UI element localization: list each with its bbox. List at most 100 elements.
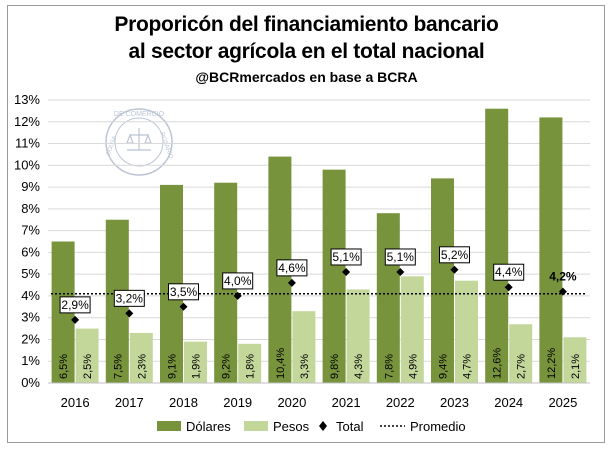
legend-label-total: Total	[336, 419, 364, 434]
y-tick-label: 0%	[21, 375, 40, 390]
y-tick-label: 7%	[21, 223, 40, 238]
x-tick-label: 2018	[169, 395, 198, 410]
x-axis: 2016 2017 2018 2019 2020 2021 2022 2023 2024 2025	[48, 382, 590, 410]
total-label-box	[330, 248, 362, 266]
bar-pesos	[346, 289, 370, 383]
y-tick-label: 10%	[14, 157, 40, 172]
x-tick-label: 2020	[277, 395, 306, 410]
y-tick-label: 5%	[21, 266, 40, 281]
bar-label-pesos: 4,7%	[462, 354, 474, 379]
x-tick-label: 2024	[494, 395, 523, 410]
total-marker	[396, 267, 405, 276]
bar-label-pesos: 1,8%	[245, 354, 257, 379]
legend-marker-total	[319, 421, 327, 431]
bar-pesos	[509, 324, 533, 383]
total-marker	[342, 267, 351, 276]
total-label: 4,4%	[495, 265, 523, 279]
x-tick-label: 2016	[61, 395, 90, 410]
bar-dolares	[431, 178, 454, 383]
bar-label-dolares: 9,8%	[329, 354, 341, 379]
bar-label-pesos: 2,3%	[136, 354, 148, 379]
y-tick-label: 11%	[15, 136, 40, 151]
chart-subtitle: @BCRmercados en base a BCRA	[195, 69, 418, 85]
x-tick-label: 2022	[386, 395, 415, 410]
legend-label-promedio: Promedio	[410, 419, 466, 434]
bar-label-dolares: 9,2%	[221, 354, 233, 379]
total-marker	[450, 265, 459, 274]
y-tick-label: 3%	[21, 310, 40, 325]
watermark-text-left: BOLSA	[106, 135, 118, 156]
bar-label-pesos: 3,3%	[299, 354, 311, 379]
y-tick-label: 8%	[21, 201, 40, 216]
y-tick-label: 2%	[21, 331, 40, 346]
bar-pesos	[184, 341, 207, 383]
bar-label-dolares: 6,5%	[58, 354, 70, 379]
total-label: 4,6%	[278, 261, 306, 275]
x-tick-label: 2019	[223, 395, 252, 410]
total-marker	[125, 309, 134, 318]
bar-label-pesos: 2,5%	[82, 354, 94, 379]
bar-label-dolares: 7,5%	[112, 354, 124, 379]
total-label: 3,2%	[116, 291, 144, 305]
chart-title-line-1: Proporicón del financiamiento bancario	[114, 13, 499, 36]
bar-dolares	[485, 108, 509, 383]
total-label: 5,2%	[441, 248, 469, 262]
y-tick-label: 9%	[21, 179, 40, 194]
y-tick-label: 6%	[21, 244, 40, 259]
total-label: 4,2%	[549, 270, 577, 284]
bar-label-dolares: 12,6%	[492, 348, 504, 379]
x-tick-label: 2017	[115, 395, 144, 410]
bar-label-pesos: 1,9%	[191, 354, 203, 379]
bar-label-dolares: 10,4%	[275, 348, 287, 379]
total-label-box	[168, 283, 199, 301]
total-label-box	[384, 248, 416, 266]
total-label-box	[59, 296, 91, 314]
bar-pesos	[129, 332, 153, 383]
bar-label-dolares: 9,4%	[438, 354, 450, 379]
bar-pesos	[563, 337, 587, 383]
bar-label-dolares: 7,8%	[383, 354, 395, 379]
total-label: 3,5%	[170, 285, 198, 299]
bar-label-dolares: 12,2%	[546, 348, 558, 379]
x-tick-label: 2025	[548, 395, 577, 410]
bar-pesos	[75, 328, 99, 383]
bar-label-pesos: 2,1%	[570, 354, 582, 379]
total-label: 5,1%	[332, 250, 360, 264]
chart-title-line-2: al sector agrícola en el total nacional	[128, 40, 485, 63]
watermark-text-top: DE COMERCIO	[114, 111, 165, 118]
y-axis: 0% 1% 2% 3% 4% 5% 6% 7% 8% 9% 10% 11% 12% 13%	[14, 92, 40, 390]
x-tick-label: 2023	[440, 395, 469, 410]
total-label: 4,0%	[224, 274, 252, 288]
total-label-box	[276, 259, 308, 277]
total-marker	[287, 278, 296, 287]
total-markers: 2,9% 3,2% 3,5% 4,0% 4,6% 5,1% 5,1% 5,2% 4,4% 4,2%	[59, 246, 577, 324]
bar-label-pesos: 4,9%	[407, 354, 419, 379]
total-label-box	[439, 246, 470, 264]
total-marker	[558, 287, 567, 296]
total-marker	[504, 283, 513, 292]
bar-pesos	[292, 311, 316, 383]
total-marker	[71, 315, 80, 324]
y-tick-label: 13%	[14, 92, 40, 107]
total-label-box	[113, 289, 145, 307]
bar-label-pesos: 2,7%	[516, 354, 528, 379]
y-tick-label: 12%	[14, 114, 40, 129]
total-marker	[233, 291, 242, 300]
legend-swatch-pesos	[244, 421, 268, 431]
total-label: 2,9%	[61, 298, 89, 312]
bar-pesos	[455, 280, 478, 383]
bar-label-dolares: 9,1%	[167, 354, 179, 379]
y-tick-label: 1%	[21, 353, 40, 368]
total-marker	[179, 302, 188, 311]
legend-label-pesos: Pesos	[273, 419, 310, 434]
bar-dolares	[539, 117, 563, 384]
bar-pesos	[238, 343, 262, 383]
x-tick-label: 2021	[332, 395, 361, 410]
legend-swatch-dolares	[157, 421, 181, 431]
y-tick-label: 4%	[21, 288, 40, 303]
legend-label-dolares: Dólares	[186, 419, 231, 434]
bar-dolares	[322, 169, 346, 383]
bar-pesos	[400, 276, 424, 383]
legend: Dólares Pesos Total Promedio	[157, 419, 466, 434]
